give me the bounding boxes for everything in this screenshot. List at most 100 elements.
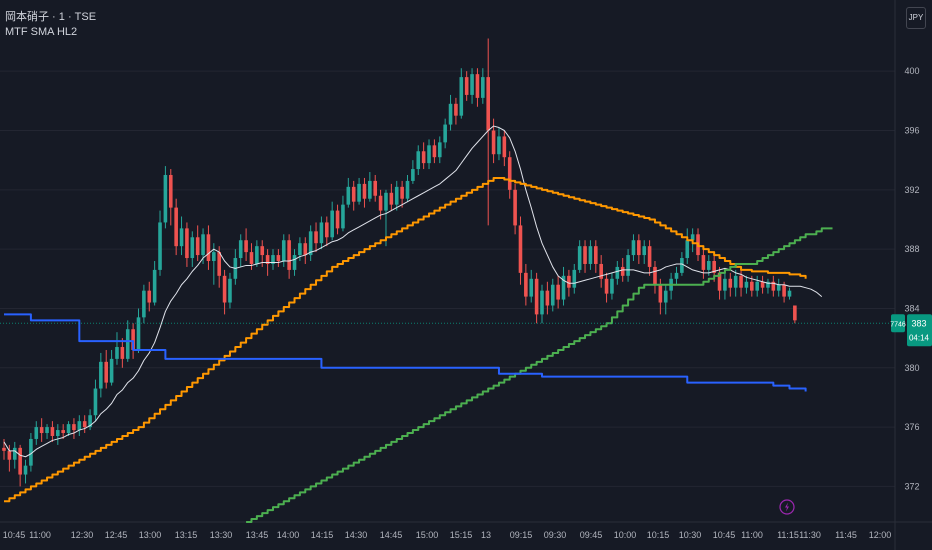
candle-body [744,281,749,288]
candle-body [491,130,496,155]
candle-body [115,347,119,359]
candle-body [217,252,221,276]
candle-body [152,269,157,303]
candle-body [400,186,404,199]
x-tick-label: 13:30 [210,530,233,540]
candle-body [771,281,776,291]
candle-body [125,329,130,359]
candle-body [755,281,759,291]
x-tick-label: 11:30 [799,530,821,540]
candle-body [190,237,195,259]
candle-body [411,169,415,181]
x-tick-label: 12:00 [869,530,892,540]
candle-body [394,186,399,205]
candle-body [518,225,523,273]
currency-button[interactable]: JPY [906,7,926,29]
lightning-icon [785,502,789,512]
x-tick-label: 11:00 [741,530,763,540]
candle-body [7,450,12,460]
candle-body [486,77,490,131]
candle-body [577,246,582,270]
sma-line-2 [4,176,807,503]
candle-body [776,284,781,291]
y-tick-label: 392 [904,185,919,195]
candle-body [18,447,22,475]
candle-body [325,222,329,238]
x-tick-label: 09:45 [580,530,603,540]
candle-body [228,278,232,303]
candle-body [507,157,512,190]
candle-body [12,447,17,460]
candle-body [351,186,356,202]
candle-body [680,258,684,273]
price-tag-countdown: 04:14 [909,333,930,342]
x-tick-label: 10:00 [614,530,637,540]
candle-body [93,388,98,416]
candle-body [378,195,383,211]
candle-body [706,261,711,270]
candle-body [534,278,539,315]
candle-body [459,77,464,116]
x-tick-label: 13:00 [139,530,162,540]
candle-body [158,222,162,270]
candle-body [222,275,227,303]
candle-body [637,240,641,256]
candle-body [255,246,259,264]
x-tick-label: 15:15 [450,530,473,540]
candle-body [529,278,534,297]
candle-body [61,430,65,434]
candle-body [34,427,39,439]
indicator-label[interactable]: MTF SMA HL2 [5,26,78,38]
x-tick-label: 10:15 [647,530,670,540]
candle-body [185,228,189,259]
symbol-title[interactable]: 岡本硝子 · 1 · TSE [5,11,97,23]
candle-body [319,222,324,244]
candle-body [249,252,254,264]
candle-body [77,421,82,431]
candle-body [475,74,480,98]
candle-body [281,240,286,261]
x-tick-label: 10:30 [679,530,702,540]
candle-body [631,240,636,256]
candle-body [39,427,44,434]
candle-body [276,255,281,261]
candle-body [437,142,442,158]
candle-body [427,145,431,164]
candle-body [782,284,786,297]
candle-body [620,266,625,276]
candle-body [238,240,243,259]
candle-body [244,240,248,253]
candle-body [615,266,620,279]
candle-body [464,77,469,95]
candle-body [66,424,71,434]
candle-body [760,281,765,288]
candle-body [556,284,560,300]
candle-body [131,329,135,350]
candle-body [443,124,447,143]
candle-body [341,204,345,229]
x-tick-label: 10:45 [713,530,736,540]
candle-body [195,237,200,256]
candle-body [29,438,33,466]
candle-body [260,246,265,256]
candle-body [545,290,550,306]
price-tag [907,314,932,347]
y-tick-label: 376 [904,422,919,432]
x-tick-label: 13:15 [175,530,198,540]
volume-tag [891,314,905,333]
candle-body [298,243,302,256]
x-tick-label: 12:45 [105,530,128,540]
candle-body [357,183,361,202]
candle-body [50,427,55,436]
candle-body [179,228,184,247]
x-tick-label: 09:15 [510,530,533,540]
candle-body [717,272,722,291]
candle-body [142,290,146,318]
candle-body [524,272,528,297]
candle-body [733,275,738,288]
y-tick-label: 388 [904,244,919,254]
candle-body [271,255,275,264]
candle-body [674,272,679,279]
candle-body [454,103,458,116]
